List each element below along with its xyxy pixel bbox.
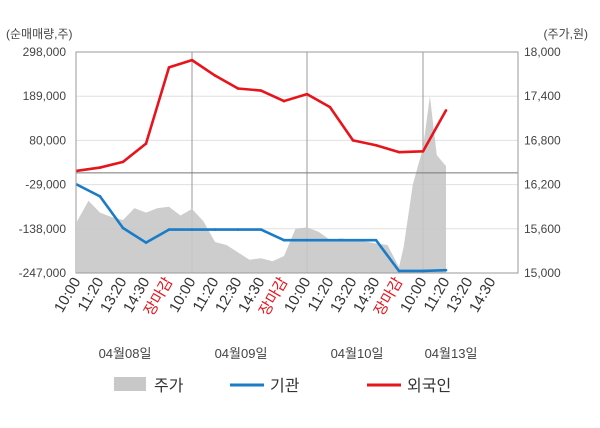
legend-label: 외국인 [407, 377, 451, 395]
right-axis-title: (주가,원) [544, 27, 588, 41]
institution-line-point [397, 269, 401, 273]
legend-label: 기관 [270, 377, 300, 395]
legend-label: 주가 [154, 377, 184, 395]
foreign-line-point [305, 92, 309, 96]
legend: 주가 기관 외국인 [114, 377, 451, 395]
institution-line-point [167, 228, 171, 231]
right-tick-label: 18,000 [524, 45, 561, 59]
date-label: 04월08일 [99, 346, 152, 361]
institution-line-point [282, 238, 286, 242]
foreign-line-point [374, 143, 378, 147]
right-tick-label: 15,600 [524, 222, 561, 236]
foreign-line-point [282, 99, 286, 103]
institution-line-point [328, 238, 332, 242]
foreign-line [76, 58, 448, 173]
series-lines-layer [75, 58, 448, 273]
right-tick-label: 15,000 [524, 266, 561, 280]
institution-line-point [98, 195, 102, 198]
foreign-line-point [213, 74, 217, 77]
right-axis-ticks: 18,000 17,400 16,800 16,200 15,600 15,000 [524, 45, 561, 280]
foreign-line-point [259, 89, 263, 92]
foreign-line-point [98, 166, 102, 169]
left-tick-label: -138,000 [19, 222, 67, 236]
institution-line-point [351, 238, 355, 242]
date-label: 04월10일 [331, 346, 384, 361]
right-tick-label: 16,800 [524, 133, 561, 147]
foreign-line-point [236, 87, 240, 90]
institution-line-point [305, 238, 309, 242]
foreign-line-point [351, 139, 355, 142]
left-axis-title: (순매매량,주) [6, 27, 73, 41]
foreign-line-point [190, 58, 194, 62]
foreign-line-point [421, 150, 425, 153]
x-axis-ticks: 10:0011:2013:2014:30장마감10:0011:2012:3014… [51, 274, 499, 319]
foreign-line-point [144, 142, 148, 145]
left-tick-label: 189,000 [23, 89, 67, 103]
plot-frame [75, 51, 519, 274]
left-tick-label: 298,000 [23, 45, 67, 59]
left-tick-label: -247,000 [19, 266, 67, 280]
foreign-line-point [121, 160, 125, 164]
left-tick-label: -29,000 [25, 178, 66, 192]
institution-line-point [259, 228, 263, 231]
foreign-line-point [397, 150, 401, 154]
date-label: 04월13일 [425, 346, 478, 361]
institution-line-point [144, 241, 148, 244]
institution-line-point [421, 269, 425, 273]
institution-line-point [190, 228, 194, 231]
right-tick-label: 17,400 [524, 89, 561, 103]
foreign-line-point [444, 109, 448, 112]
foreign-line-point [167, 66, 171, 69]
date-labels: 04월08일 04월09일 04월10일 04월13일 [99, 346, 478, 361]
left-tick-label: 80,000 [29, 133, 66, 147]
institution-line-point [374, 238, 378, 242]
institution-line-point [121, 226, 125, 230]
institution-line-point [444, 268, 448, 272]
legend-swatch-price [114, 377, 146, 391]
left-axis-ticks: 298,000 189,000 80,000 -29,000 -138,000 -247,… [19, 45, 67, 280]
institution-line-point [213, 228, 217, 231]
foreign-line-point [328, 105, 332, 109]
institution-line-point [236, 228, 240, 231]
plot-border [75, 51, 519, 274]
right-tick-label: 16,200 [524, 178, 561, 192]
date-label: 04월09일 [215, 346, 268, 361]
